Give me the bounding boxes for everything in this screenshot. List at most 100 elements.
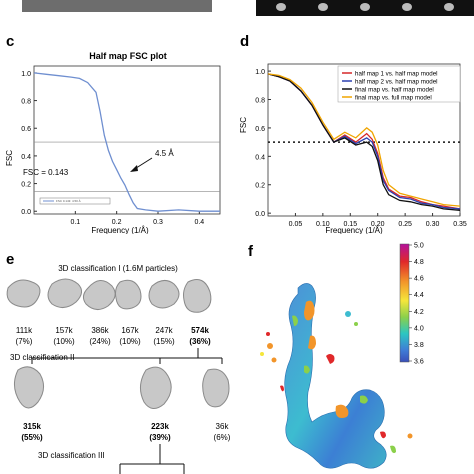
density-blob	[260, 352, 264, 356]
peripheral-density	[260, 311, 413, 439]
particle-percent: (15%)	[153, 337, 175, 346]
x-tick-label: 0.35	[453, 221, 467, 228]
density-blob	[354, 322, 358, 326]
particle-percent: (6%)	[214, 433, 231, 442]
round2-counts: 315k (55%) 223k (39%) 36k (6%)	[21, 422, 230, 442]
classification-tree: e 3D classification I (1.6M particles) 1…	[6, 251, 231, 474]
particle-count: 223k	[151, 422, 169, 431]
class-average	[318, 3, 328, 11]
colorbar-tick-label: 3.6	[414, 359, 424, 366]
y-tick-label: 0.2	[255, 183, 265, 190]
particle-count: 157k	[55, 326, 73, 335]
plot-area: 0.0 0.2 0.4 0.6 0.8 1.0 0.1 0.2 0.3 0.4	[21, 65, 221, 226]
particle-count: 574k	[191, 326, 209, 335]
particle-count: 36k	[216, 422, 230, 431]
fsc-plot-c: c Half map FSC plot FSC Frequency (1/Å) …	[5, 33, 221, 234]
density-blob	[267, 343, 273, 349]
round2-maps	[14, 366, 230, 409]
plot-frame	[33, 65, 221, 215]
particle-count: 247k	[155, 326, 173, 335]
chart-title: Half map FSC plot	[89, 51, 167, 61]
series-line	[267, 73, 461, 207]
top-strip	[0, 0, 474, 22]
class-averages-strip	[256, 0, 474, 16]
y-tick-label: 0.0	[255, 211, 265, 218]
particle-count: 386k	[91, 326, 109, 335]
colorbar-tick-label: 4.2	[414, 309, 424, 316]
class-average	[276, 3, 286, 11]
y-axis-label: FSC	[239, 117, 248, 133]
y-tick-label: 0.2	[21, 182, 31, 189]
legend-box	[39, 197, 111, 205]
y-tick-label: 0.6	[255, 126, 265, 133]
legend-entry: half map 1 vs. half map model	[355, 71, 438, 78]
arrow-head	[130, 165, 138, 172]
x-tick-label: 0.15	[343, 221, 357, 228]
y-tick-label: 0.4	[255, 154, 265, 161]
panel-letter-d: d	[240, 33, 249, 50]
particle-percent: (36%)	[189, 337, 211, 346]
x-tick-label: 0.1	[70, 219, 80, 226]
particle-count: 315k	[23, 422, 41, 431]
particle-percent: (7%)	[16, 337, 33, 346]
legend-entry: half map 2 vs. half map model	[355, 79, 438, 86]
density-map	[14, 366, 44, 409]
density-blob	[266, 332, 270, 336]
micrograph-strip	[22, 0, 212, 12]
x-axis-label: Frequency (1/Å)	[91, 226, 149, 234]
x-tick-label: 0.20	[371, 221, 385, 228]
density-map	[47, 278, 82, 308]
density-map	[140, 366, 172, 409]
resolution-label: 4.5 Å	[155, 149, 174, 158]
colorbar-tick-label: 4.8	[414, 259, 424, 266]
particle-count: 167k	[121, 326, 139, 335]
legend-text: FSC 0.143: 4.50 Å	[56, 198, 81, 203]
x-tick-label: 0.3	[153, 219, 163, 226]
density-map	[202, 368, 230, 408]
colorbar-tick-label: 4.0	[414, 325, 424, 332]
class-average	[402, 3, 412, 11]
colorbar-tick-label: 5.0	[414, 243, 424, 250]
density-blob	[271, 357, 277, 363]
particle-percent: (24%)	[89, 337, 111, 346]
x-tick-label: 0.30	[426, 221, 440, 228]
x-tick-label: 0.10	[316, 221, 330, 228]
x-tick-label: 0.05	[289, 221, 303, 228]
y-tick-label: 1.0	[21, 71, 31, 78]
series-line	[33, 72, 220, 212]
particle-percent: (10%)	[53, 337, 75, 346]
colorbar-ticks: 5.0 4.8 4.6 4.4 4.2 4.0 3.8 3.6	[409, 243, 424, 366]
x-axis-label: Frequency (1/Å)	[325, 226, 383, 234]
panel-letter-f: f	[248, 243, 254, 260]
particle-percent: (39%)	[149, 433, 171, 442]
y-tick-label: 0.6	[21, 126, 31, 133]
density-blob	[407, 433, 413, 439]
threshold-label: FSC = 0.143	[23, 168, 69, 177]
particle-percent: (10%)	[119, 337, 141, 346]
x-tick-label: 0.4	[194, 219, 204, 226]
y-tick-label: 0.4	[21, 154, 31, 161]
density-surface	[284, 283, 387, 469]
particle-count: 111k	[16, 326, 33, 335]
plot-area: 0.0 0.2 0.4 0.6 0.8 1.0 0.05 0.10 0.15 0.20 0.25 0.…	[255, 63, 467, 228]
density-surface	[304, 300, 349, 418]
x-tick-label: 0.2	[112, 219, 122, 226]
panel-letter-c: c	[6, 33, 14, 50]
density-blob	[345, 311, 351, 317]
class-average	[360, 3, 370, 11]
particle-percent: (55%)	[21, 433, 43, 442]
round3-label: 3D classification III	[38, 451, 105, 460]
panel-letter-e: e	[6, 251, 14, 268]
y-tick-label: 0.8	[21, 99, 31, 106]
y-tick-label: 1.0	[255, 69, 265, 76]
legend-box	[337, 65, 461, 103]
y-tick-label: 0.8	[255, 98, 265, 105]
round1-label: 3D classification I (1.6M particles)	[58, 264, 178, 273]
density-map	[148, 280, 180, 309]
series-line	[267, 73, 461, 211]
legend-entry: final map vs. full map model	[355, 95, 432, 102]
density-map	[115, 279, 142, 310]
density-map	[183, 279, 212, 313]
round1-counts: 111k (7%) 157k (10%) 386k (24%) 167k (10%) 247k (…	[16, 326, 211, 346]
